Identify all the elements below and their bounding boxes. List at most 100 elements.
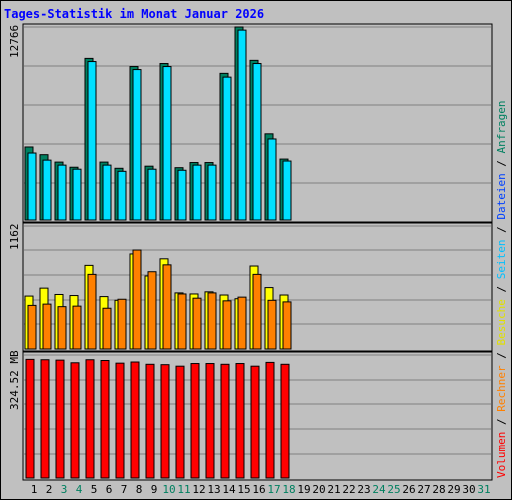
x-label-day-15: 15 bbox=[237, 483, 250, 496]
seiten-bar-day-4 bbox=[72, 168, 82, 221]
x-label-day-12: 12 bbox=[192, 483, 205, 496]
volumen-bar-day-18 bbox=[280, 363, 290, 479]
volumen-bar-day-14 bbox=[220, 363, 230, 479]
seiten-bar-day-7 bbox=[117, 170, 127, 221]
x-label-day-8: 8 bbox=[136, 483, 143, 496]
rechner-bar-day-11 bbox=[177, 293, 187, 350]
seiten-bar-day-3 bbox=[57, 164, 67, 221]
x-label-day-14: 14 bbox=[222, 483, 236, 496]
x-label-day-21: 21 bbox=[327, 483, 340, 496]
volumen-bar-day-16 bbox=[250, 365, 260, 479]
seiten-bar-day-14 bbox=[222, 76, 232, 221]
rechner-bar-day-2 bbox=[42, 303, 52, 350]
seiten-bar-day-15 bbox=[237, 29, 247, 221]
rechner-bar-day-7 bbox=[117, 298, 127, 350]
legend-part-2: Rechner bbox=[495, 365, 508, 412]
chart-title: Tages-Statistik im Monat Januar 2026 bbox=[4, 7, 265, 21]
seiten-bar-day-12 bbox=[192, 164, 202, 221]
rechner-bar-day-6 bbox=[102, 307, 112, 350]
legend-part-10: Anfragen bbox=[495, 100, 508, 153]
volumen-bar-day-13 bbox=[205, 363, 215, 479]
rechner-bar-day-3 bbox=[57, 306, 67, 350]
x-label-day-28: 28 bbox=[432, 483, 445, 496]
x-label-day-18: 18 bbox=[282, 483, 295, 496]
x-label-day-26: 26 bbox=[402, 483, 415, 496]
x-label-day-30: 30 bbox=[462, 483, 475, 496]
rechner-bar-day-9 bbox=[147, 271, 157, 350]
legend-part-1: / bbox=[495, 412, 508, 432]
seiten-bar-day-6 bbox=[102, 164, 112, 221]
volumen-bar-day-12 bbox=[190, 363, 200, 479]
rechner-bar-day-13 bbox=[207, 292, 217, 350]
volumen-bar-day-5 bbox=[85, 359, 95, 479]
x-label-day-24: 24 bbox=[372, 483, 386, 496]
volumen-bar-day-8 bbox=[130, 361, 140, 479]
x-label-day-1: 1 bbox=[31, 483, 38, 496]
x-label-day-20: 20 bbox=[312, 483, 325, 496]
x-label-day-7: 7 bbox=[121, 483, 128, 496]
seiten-bar-day-11 bbox=[177, 169, 187, 221]
rechner-bar-day-1 bbox=[27, 304, 37, 350]
bars bbox=[24, 26, 292, 479]
legend-part-4: Besuche bbox=[495, 299, 508, 345]
rechner-bar-day-8 bbox=[132, 249, 142, 350]
y-label-volume: 324.52 MB bbox=[8, 350, 21, 410]
x-label-day-19: 19 bbox=[297, 483, 310, 496]
seiten-bar-day-13 bbox=[207, 164, 217, 221]
seiten-bar-day-18 bbox=[282, 160, 292, 221]
x-label-day-23: 23 bbox=[357, 483, 370, 496]
volumen-bar-day-7 bbox=[115, 362, 125, 479]
x-label-day-2: 2 bbox=[46, 483, 53, 496]
legend-part-8: Dateien bbox=[495, 173, 508, 219]
x-label-day-17: 17 bbox=[267, 483, 280, 496]
x-label-day-22: 22 bbox=[342, 483, 355, 496]
rechner-bar-day-17 bbox=[267, 299, 277, 350]
x-label-day-10: 10 bbox=[162, 483, 175, 496]
volumen-bar-day-11 bbox=[175, 365, 185, 479]
rechner-bar-day-15 bbox=[237, 296, 247, 350]
legend-part-6: Seiten bbox=[495, 240, 508, 280]
seiten-bar-day-1 bbox=[27, 152, 37, 221]
x-axis-labels: 1 2 3 4 5 6 7 8 9 10 11 12 13 14 15 16 17 18 19 20 21 22 23 24 2… bbox=[31, 483, 491, 496]
legend-part-0: Volumen bbox=[495, 432, 508, 478]
x-label-day-31: 31 bbox=[477, 483, 490, 496]
volumen-bar-day-6 bbox=[100, 360, 110, 479]
x-label-day-29: 29 bbox=[447, 483, 460, 496]
seiten-bar-day-10 bbox=[162, 66, 172, 221]
x-label-day-3: 3 bbox=[61, 483, 68, 496]
x-label-day-13: 13 bbox=[207, 483, 220, 496]
x-label-day-9: 9 bbox=[151, 483, 158, 496]
legend-part-9: / bbox=[495, 153, 508, 173]
rechner-bar-day-4 bbox=[72, 305, 82, 350]
rechner-bar-day-14 bbox=[222, 300, 232, 350]
x-label-day-25: 25 bbox=[387, 483, 400, 496]
volumen-bar-day-2 bbox=[40, 359, 50, 479]
volumen-bar-day-15 bbox=[235, 363, 245, 479]
side-legend: Volumen / Rechner / Besuche / Seiten / D… bbox=[495, 100, 508, 478]
seiten-bar-day-8 bbox=[132, 69, 142, 221]
y-label-requests: 12766 bbox=[8, 25, 21, 58]
x-label-day-5: 5 bbox=[91, 483, 98, 496]
rechner-bar-day-18 bbox=[282, 301, 292, 350]
x-label-day-4: 4 bbox=[76, 483, 83, 496]
x-label-day-11: 11 bbox=[177, 483, 190, 496]
legend-part-5: / bbox=[495, 279, 508, 299]
rechner-bar-day-5 bbox=[87, 273, 97, 350]
legend-part-7: / bbox=[495, 220, 508, 240]
rechner-bar-day-12 bbox=[192, 297, 202, 350]
seiten-bar-day-9 bbox=[147, 168, 157, 221]
volumen-bar-day-1 bbox=[25, 358, 35, 479]
seiten-bar-day-2 bbox=[42, 159, 52, 221]
x-label-day-6: 6 bbox=[106, 483, 113, 496]
volumen-bar-day-17 bbox=[265, 361, 275, 479]
x-label-day-27: 27 bbox=[417, 483, 430, 496]
rechner-bar-day-16 bbox=[252, 273, 262, 350]
volumen-bar-day-3 bbox=[55, 359, 65, 479]
volumen-bar-day-4 bbox=[70, 362, 80, 479]
x-label-day-16: 16 bbox=[252, 483, 265, 496]
seiten-bar-day-5 bbox=[87, 61, 97, 221]
volumen-bar-day-9 bbox=[145, 363, 155, 479]
y-label-visits: 1162 bbox=[8, 224, 21, 251]
seiten-bar-day-16 bbox=[252, 63, 262, 221]
